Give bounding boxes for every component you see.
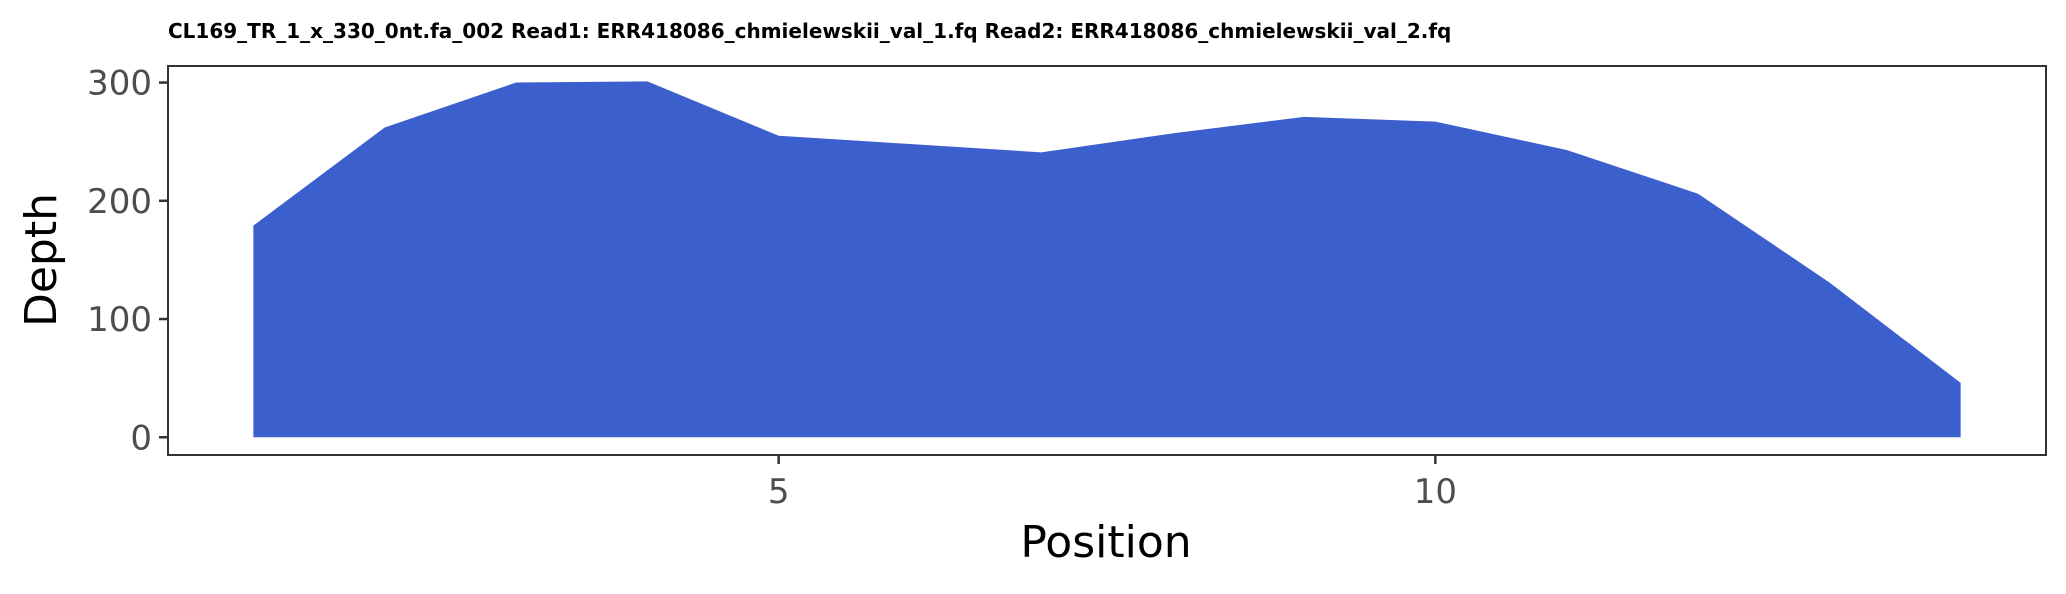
plot-area [167,65,2047,456]
depth-point [251,224,255,228]
depth-point [1171,131,1175,135]
depth-area [253,81,1961,438]
depth-point [1565,148,1569,152]
depth-point [908,142,912,146]
depth-point [514,81,518,85]
chart-title: CL169_TR_1_x_330_0nt.fa_002 Read1: ERR41… [168,19,1451,43]
x-axis: 5 10 [768,455,1457,512]
panel-border [167,65,2047,456]
y-tick-label: 0 [130,418,152,458]
y-tick-label: 200 [87,182,152,222]
y-tick-label: 300 [87,64,152,104]
x-tick-label: 5 [768,472,790,512]
depth-point [383,125,387,129]
depth-point [1302,115,1306,119]
depth-point [1827,280,1831,284]
depth-point [1959,381,1963,385]
depth-point [1696,192,1700,196]
y-tick-label: 100 [87,300,152,340]
y-axis-title: Depth [16,193,67,327]
x-axis-title: Position [1020,517,1191,568]
depth-point [645,79,649,83]
y-axis: 0 100 200 300 [87,64,168,458]
depth-point [777,134,781,138]
x-tick-label: 10 [1414,472,1457,512]
depth-point [1433,120,1437,124]
depth-point [1039,150,1043,154]
